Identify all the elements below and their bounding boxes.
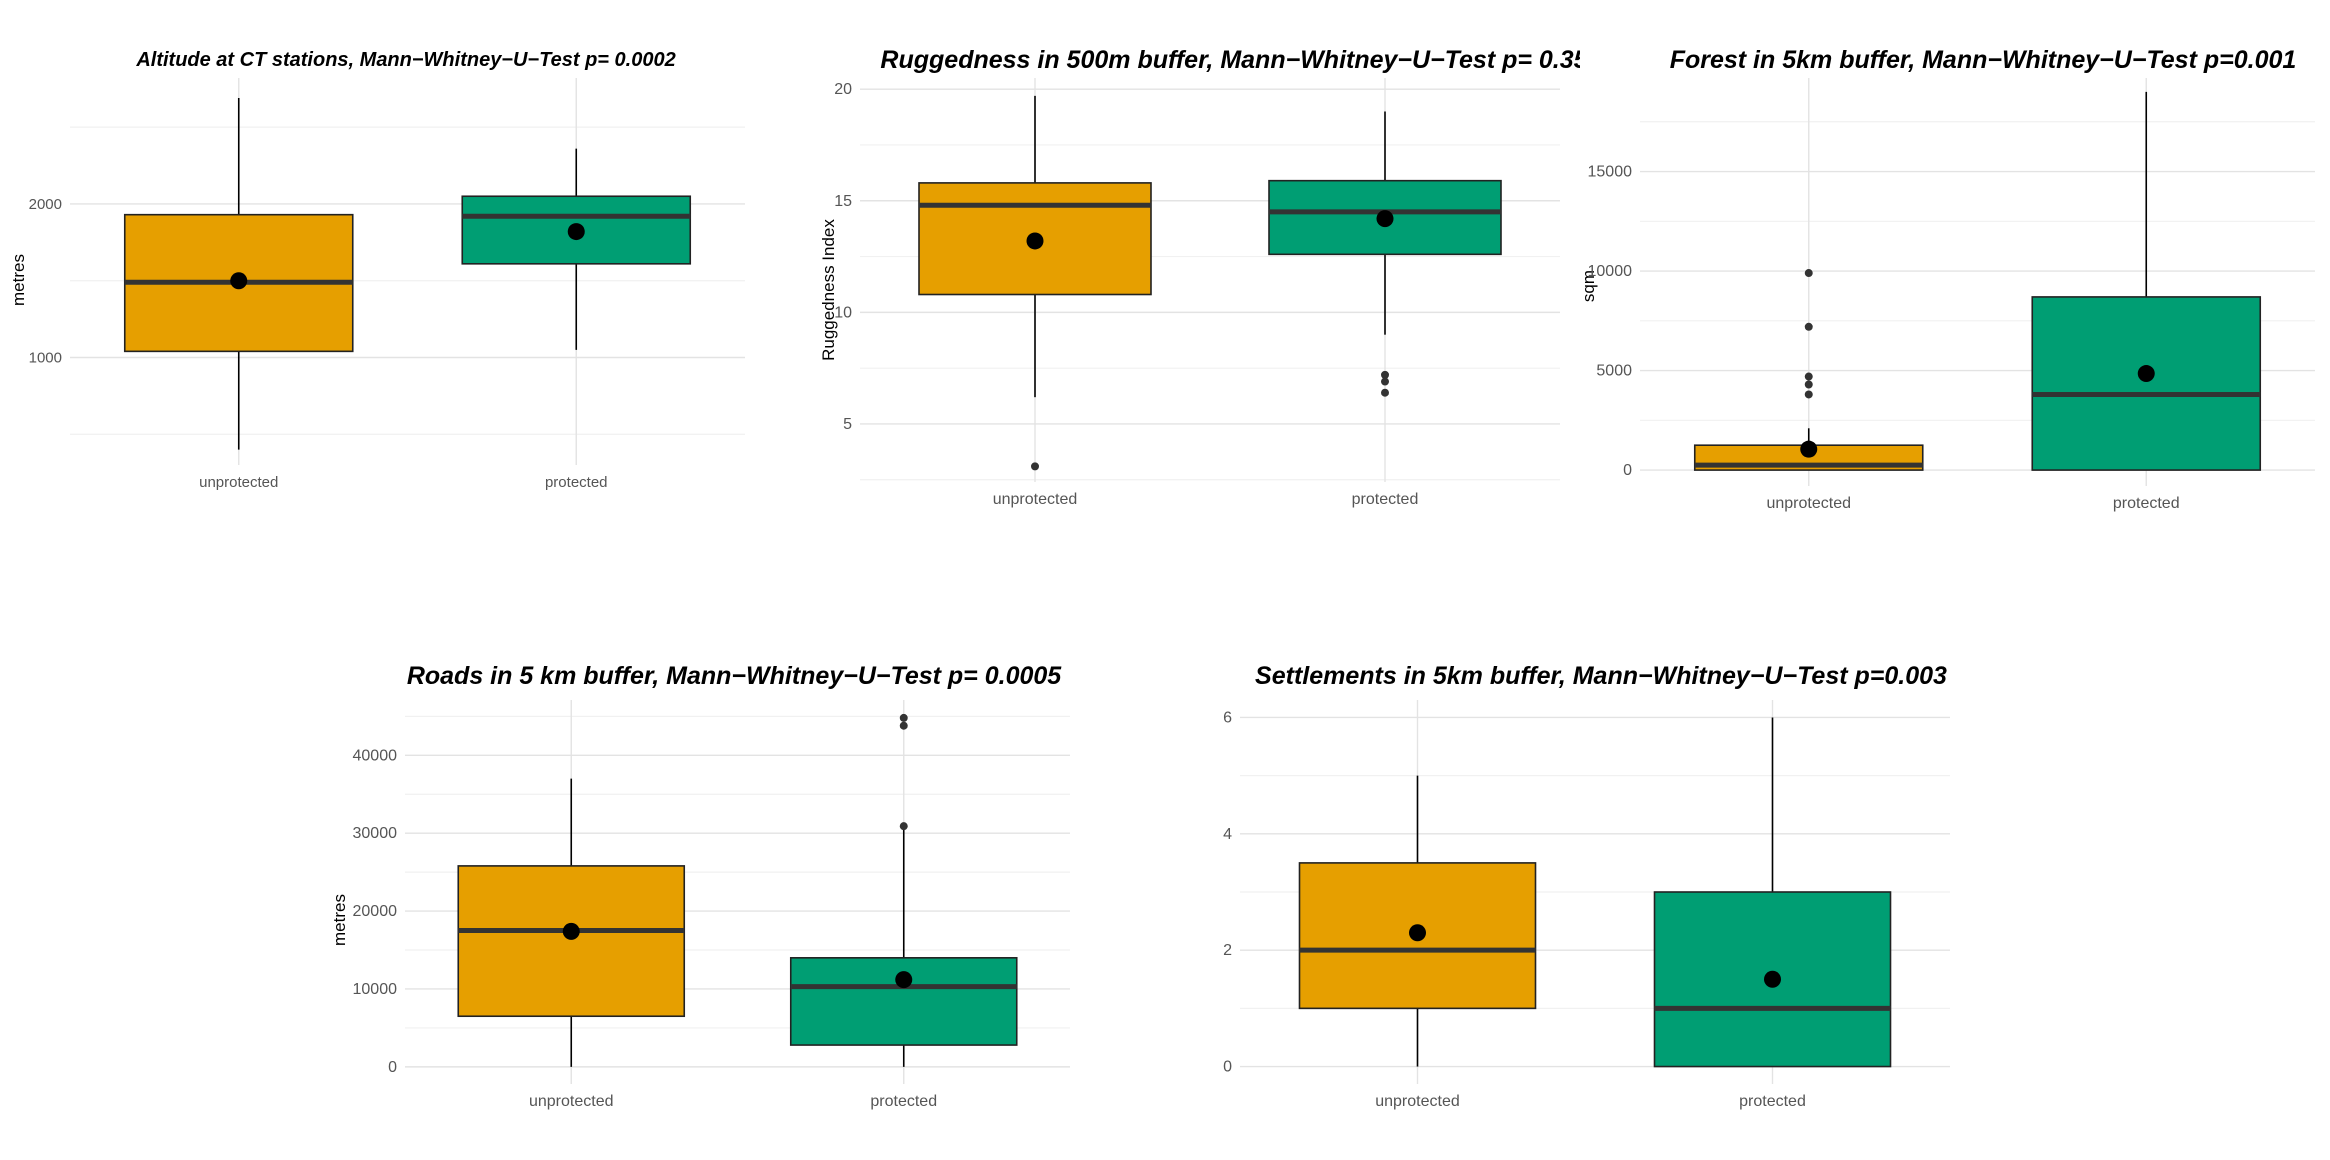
mean-point [567,223,585,241]
roads-chart-svg: Roads in 5 km buffer, Mann−Whitney−U−Tes… [330,662,1070,1110]
iqr-box [2031,296,2262,471]
chart-title: Roads in 5 km buffer, Mann−Whitney−U−Tes… [407,662,1062,690]
x-tick-label: protected [545,474,608,491]
y-tick-label: 4 [1223,826,1232,843]
roads-chart: Roads in 5 km buffer, Mann−Whitney−U−Tes… [300,600,1100,1160]
box-protected [1268,111,1502,397]
box-unprotected [1298,775,1537,1067]
box-unprotected [457,778,686,1067]
iqr-box [789,957,1018,1046]
chart-title: Settlements in 5km buffer, Mann−Whitney−… [1255,662,1947,690]
x-tick-label: unprotected [199,474,278,491]
box-protected [789,713,1018,1067]
y-tick-label: 0 [388,1059,397,1076]
altitude-chart-svg: Altitude at CT stations, Mann−Whitney−U−… [9,49,745,491]
y-axis-label: sqm [1579,270,1598,302]
x-tick-label: protected [1739,1093,1806,1110]
y-axis-label: metres [330,894,349,946]
y-tick-label: 20 [834,81,852,98]
mean-point [230,272,248,290]
y-axis-label: Ruggedness Index [819,219,838,361]
ruggedness-chart: Ruggedness in 500m buffer, Mann−Whitney−… [800,0,1580,540]
x-tick-label: protected [1352,491,1419,508]
x-tick-label: unprotected [1766,495,1851,512]
outlier-point [899,822,908,831]
chart-title: Forest in 5km buffer, Mann−Whitney−U−Tes… [1670,46,2297,74]
outlier-point [1804,269,1813,278]
mean-point [2137,365,2155,383]
y-tick-label: 1000 [29,350,62,367]
mean-point [1026,232,1044,250]
y-tick-label: 20000 [353,903,398,920]
mean-point [1376,210,1394,228]
y-tick-label: 2 [1223,942,1232,959]
outlier-point [1381,377,1389,386]
mean-point [895,971,913,989]
y-tick-label: 2000 [29,196,62,213]
outlier-point [899,721,908,730]
outlier-point [1804,390,1813,399]
y-axis-label: metres [9,254,28,306]
box-unprotected [918,95,1152,471]
x-tick-label: unprotected [993,491,1078,508]
y-tick-label: 10000 [353,981,398,998]
y-tick-label: 10 [834,304,852,321]
box-protected [2031,91,2262,471]
outlier-point [1381,370,1389,379]
y-tick-label: 5000 [1596,363,1632,380]
y-tick-label: 5 [843,416,852,433]
y-tick-label: 0 [1623,462,1632,479]
y-tick-label: 40000 [353,747,398,764]
mean-point [1800,440,1818,458]
mean-point [1409,924,1426,942]
y-tick-label: 15 [834,193,852,210]
chart-title: Ruggedness in 500m buffer, Mann−Whitney−… [880,46,1580,74]
settlements-chart: Settlements in 5km buffer, Mann−Whitney−… [1180,600,1980,1160]
mean-point [562,922,580,940]
x-tick-label: unprotected [529,1093,614,1110]
outlier-point [1804,372,1813,381]
box-protected [1653,717,1892,1068]
settlements-chart-svg: Settlements in 5km buffer, Mann−Whitney−… [1223,662,1950,1110]
box-protected [461,148,692,350]
forest-chart: Forest in 5km buffer, Mann−Whitney−U−Tes… [1570,0,2330,540]
forest-chart-svg: Forest in 5km buffer, Mann−Whitney−U−Tes… [1579,46,2315,512]
iqr-box [457,865,686,1018]
x-tick-label: protected [870,1093,937,1110]
y-tick-label: 30000 [353,825,398,842]
x-tick-label: unprotected [1375,1093,1460,1110]
x-tick-label: protected [2113,495,2180,512]
outlier-point [1031,462,1039,471]
altitude-chart: Altitude at CT stations, Mann−Whitney−U−… [0,0,760,540]
outlier-point [1381,388,1389,397]
y-tick-label: 6 [1223,709,1232,726]
box-unprotected [123,97,354,450]
box-unprotected [1693,269,1924,471]
y-tick-label: 0 [1223,1059,1232,1076]
outlier-point [899,713,908,722]
ruggedness-chart-svg: Ruggedness in 500m buffer, Mann−Whitney−… [819,46,1580,508]
y-tick-label: 15000 [1588,164,1633,181]
chart-title: Altitude at CT stations, Mann−Whitney−U−… [135,49,675,71]
outlier-point [1804,380,1813,389]
mean-point [1764,970,1781,988]
outlier-point [1804,322,1813,331]
y-tick-label: 10000 [1588,263,1633,280]
